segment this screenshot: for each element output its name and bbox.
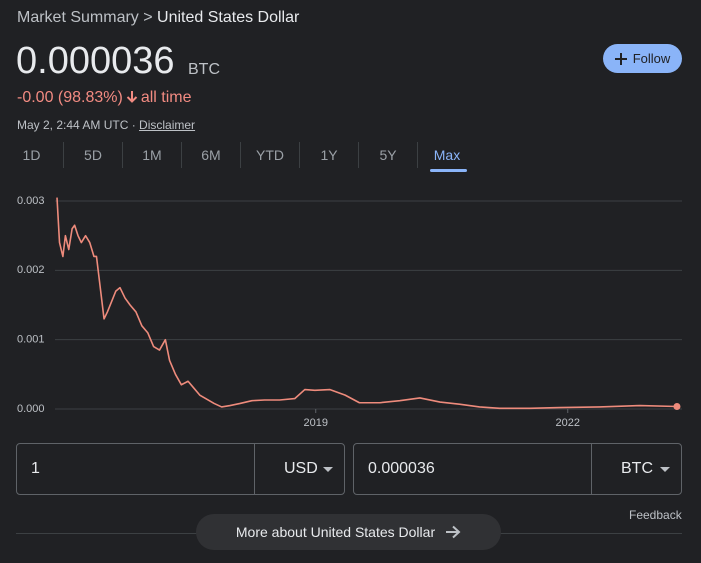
breadcrumb: Market Summary > United States Dollar [17,9,299,27]
range-tabs: 1D 5D 1M 6M YTD 1Y 5Y Max [0,142,476,172]
y-tick-label: 0.000 [17,403,45,415]
price-unit: BTC [188,61,220,78]
divider [254,444,255,494]
last-point [673,403,681,411]
timestamp: May 2, 2:44 AM UTC · Disclaimer [17,118,195,132]
breadcrumb-link[interactable]: Market Summary [17,9,139,26]
to-currency[interactable]: BTC [621,460,653,477]
price: 0.000036 [16,40,175,82]
y-tick-label: 0.003 [17,195,45,207]
dropdown [323,467,333,472]
more-label: More about United States Dollar [235,524,436,540]
arrow-icon [446,525,461,539]
range-tab[interactable]: Max [418,142,476,172]
breadcrumb-current: United States Dollar [157,9,300,26]
follow-button[interactable]: Follow [603,44,682,73]
follow-label: Follow [632,51,671,66]
range-tab[interactable]: 1Y [300,142,359,168]
range-tab[interactable]: 1D [0,142,64,168]
plus-icon [614,52,627,65]
breadcrumb-separator: > [143,9,153,26]
range-tab[interactable]: 1M [123,142,182,168]
x-tick-label: 2019 [303,417,327,429]
y-tick-label: 0.001 [17,334,45,346]
from-box[interactable]: 1 USD [16,443,345,495]
y-tick-label: 0.002 [17,264,45,276]
change-value: -0.00 (98.83%) [17,89,123,106]
to-box[interactable]: 0.000036 BTC [353,443,682,495]
change: -0.00 (98.83%) all time [17,89,192,107]
to-amount: 0.000036 [368,460,435,477]
timestamp-text: May 2, 2:44 AM UTC · [17,118,136,132]
disclaimer-link[interactable]: Disclaimer [139,118,196,132]
range-tab[interactable]: YTD [241,142,300,168]
price-line [56,197,677,410]
from-currency[interactable]: USD [284,460,318,477]
feedback-link[interactable]: Feedback [629,508,682,522]
chart: 0.000 0.001 0.002 0.003 2019 2022 [17,195,682,429]
change-period: all time [140,89,192,106]
x-tick-label: 2022 [556,417,580,429]
down-arrow [126,91,138,103]
divider [591,444,592,494]
range-tab[interactable]: 5D [64,142,123,168]
range-tab[interactable]: 5Y [359,142,418,168]
from-amount: 1 [31,460,40,477]
range-tab[interactable]: 6M [182,142,241,168]
more-button[interactable]: More about United States Dollar [196,514,501,550]
dropdown [660,467,670,472]
